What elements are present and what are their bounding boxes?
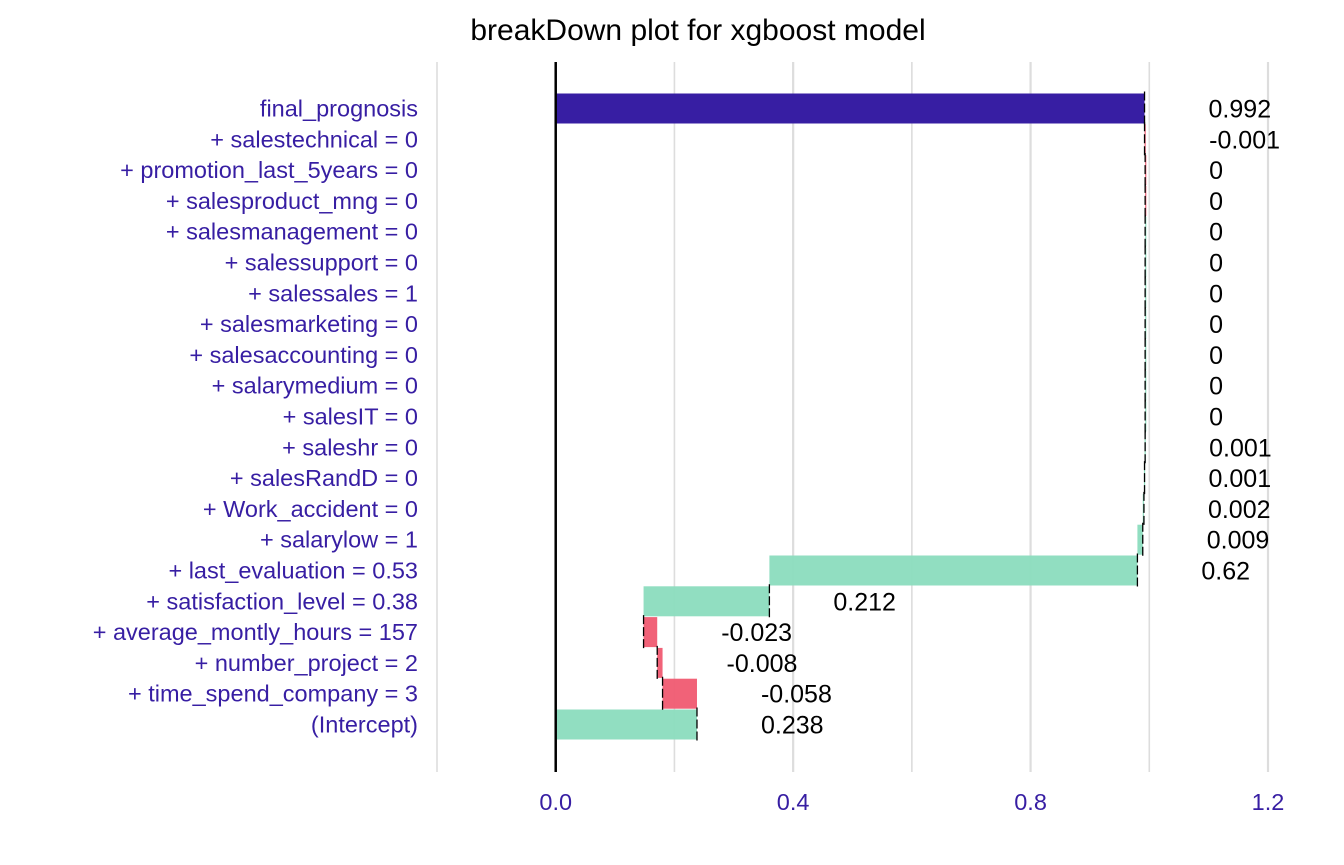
y-label-time-spend-company-3: + time_spend_company = 3 — [128, 681, 418, 707]
x-axis-tick-labels: 0.0 0.4 0.8 1.2 — [539, 789, 1284, 815]
bars — [555, 93, 1147, 740]
y-label-intercept: (Intercept) — [311, 712, 418, 738]
y-label-saleshr-0: + saleshr = 0 — [282, 434, 418, 460]
data-labels: 0.992-0.0010000000000.0010.0010.0020.009… — [721, 96, 1280, 740]
bar-time-spend-company-3 — [662, 678, 697, 709]
data-label-time-spend-company-3: -0.058 — [761, 681, 832, 709]
bar-satisfaction-level-0-38 — [643, 586, 770, 617]
data-label-number-project-2: -0.008 — [727, 650, 798, 678]
bar-final-prognosis — [555, 93, 1145, 124]
y-label-salesmarketing-0: + salesmarketing = 0 — [200, 311, 418, 337]
y-label-salarymedium-0: + salarymedium = 0 — [212, 373, 418, 399]
y-label-work-accident-0: + Work_accident = 0 — [203, 496, 418, 522]
data-label-average-montly-hours-157: -0.023 — [721, 619, 792, 647]
bar-salarylow-1 — [1137, 524, 1143, 555]
y-label-satisfaction-level-0-38: + satisfaction_level = 0.38 — [146, 588, 418, 614]
y-label-salesit-0: + salesIT = 0 — [283, 404, 418, 430]
y-label-last-evaluation-0-53: + last_evaluation = 0.53 — [168, 558, 418, 584]
data-label-promotion-last-5years-0: 0 — [1209, 157, 1223, 185]
data-label-last-evaluation-0-53: 0.62 — [1201, 558, 1250, 586]
x-tick-label: 1.2 — [1252, 789, 1285, 815]
y-label-salesrandd-0: + salesRandD = 0 — [230, 465, 418, 491]
y-label-salarylow-1: + salarylow = 1 — [260, 527, 418, 553]
data-label-salesaccounting-0: 0 — [1209, 342, 1223, 370]
y-label-salestechnical-0: + salestechnical = 0 — [210, 126, 418, 152]
y-label-salessupport-0: + salessupport = 0 — [225, 250, 418, 276]
y-label-promotion-last-5years-0: + promotion_last_5years = 0 — [120, 157, 418, 183]
gridlines — [436, 62, 1270, 772]
data-label-saleshr-0: 0.001 — [1209, 434, 1272, 462]
y-label-number-project-2: + number_project = 2 — [195, 650, 418, 676]
data-label-salesproduct-mng-0: 0 — [1209, 188, 1223, 216]
bar-average-montly-hours-157 — [643, 617, 658, 648]
data-label-final-prognosis: 0.992 — [1209, 96, 1272, 124]
data-label-salessupport-0: 0 — [1209, 250, 1223, 278]
data-label-salarylow-1: 0.009 — [1207, 527, 1270, 555]
x-tick-label: 0.4 — [777, 789, 810, 815]
y-label-salesproduct-mng-0: + salesproduct_mng = 0 — [166, 188, 418, 214]
x-tick-label: 0.8 — [1014, 789, 1047, 815]
x-tick-label: 0.0 — [539, 789, 572, 815]
y-label-average-montly-hours-157: + average_montly_hours = 157 — [93, 619, 418, 645]
data-label-salesmarketing-0: 0 — [1209, 311, 1223, 339]
data-label-salesrandd-0: 0.001 — [1209, 465, 1272, 493]
data-label-satisfaction-level-0-38: 0.212 — [833, 588, 896, 616]
connectors — [642, 91, 1146, 742]
y-label-salesmanagement-0: + salesmanagement = 0 — [166, 219, 418, 245]
data-label-intercept: 0.238 — [761, 712, 824, 740]
bar-last-evaluation-0-53 — [769, 555, 1138, 586]
data-label-salestechnical-0: -0.001 — [1209, 126, 1280, 154]
bar-intercept — [555, 709, 697, 740]
chart-title: breakDown plot for xgboost model — [470, 14, 925, 47]
data-label-work-accident-0: 0.002 — [1208, 496, 1271, 524]
data-label-salessales-1: 0 — [1209, 280, 1223, 308]
y-label-final-prognosis: final_prognosis — [260, 96, 418, 122]
data-label-salarymedium-0: 0 — [1209, 373, 1223, 401]
y-label-salessales-1: + salessales = 1 — [248, 280, 418, 306]
data-label-salesit-0: 0 — [1209, 404, 1223, 432]
bar-number-project-2 — [657, 647, 663, 678]
y-axis-labels: final_prognosis + salestechnical = 0 + pro… — [93, 96, 418, 738]
y-label-salesaccounting-0: + salesaccounting = 0 — [189, 342, 418, 368]
data-label-salesmanagement-0: 0 — [1209, 219, 1223, 247]
